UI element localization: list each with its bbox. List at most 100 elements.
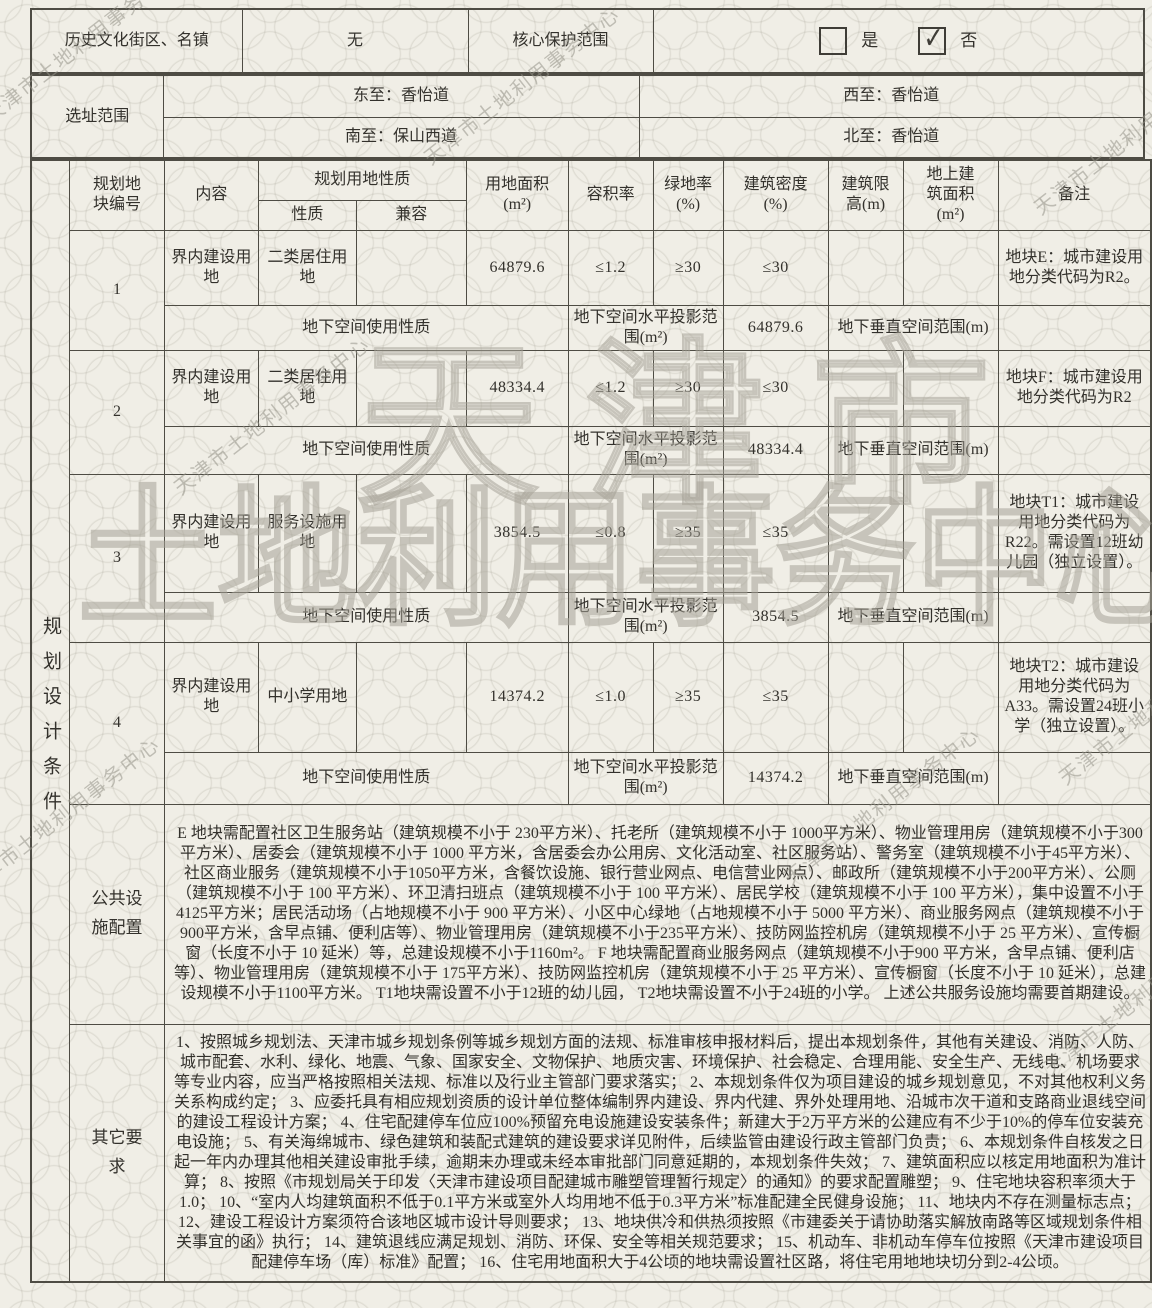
- header-area: 用地面积(m²): [465, 159, 569, 231]
- other-requirements-row: 其它要求 1、按照城乡规划法、天津市城乡规划条例等城乡规划方面的法规、标准审核申…: [31, 1023, 1152, 1283]
- block-density: ≤35: [722, 473, 829, 593]
- underground-horizontal-value: 3854.5: [722, 591, 829, 643]
- block-far: ≤1.0: [567, 641, 654, 753]
- block-area: 64879.6: [465, 229, 569, 306]
- block-far: ≤0.8: [567, 473, 654, 593]
- underground-horizontal-label: 地下空间水平投影范围(m²): [567, 304, 724, 351]
- block-density: ≤35: [722, 641, 829, 753]
- checkbox-no-label: 否: [960, 31, 978, 51]
- underground-vertical-label: 地下垂直空间范围(m): [827, 304, 999, 351]
- block-green: ≥30: [652, 229, 724, 306]
- underground-horizontal-value: 64879.6: [722, 304, 829, 351]
- block-4-underground-row: 地下空间使用性质 地下空间水平投影范围(m²) 14374.2 地下垂直空间范围…: [31, 751, 1152, 805]
- block-above-area: [902, 229, 999, 306]
- block-content: 界内建设用地: [163, 229, 259, 306]
- other-requirements-label: 其它要求: [68, 1023, 165, 1283]
- header-above-area: 地上建筑面积(m²): [902, 159, 999, 231]
- checkbox-yes[interactable]: [819, 27, 848, 55]
- header-density: 建筑密度(%): [722, 159, 829, 231]
- site-range-south: 南至：保山西道: [162, 116, 640, 159]
- header-content: 内容: [163, 159, 259, 231]
- side-label: 规划设计条件: [39, 616, 61, 826]
- side-label-cell: 规划设计条件: [30, 159, 70, 1283]
- underground-vertical-label: 地下垂直空间范围(m): [827, 425, 999, 475]
- block-content: 界内建设用地: [163, 641, 259, 753]
- heritage-value: 无: [241, 8, 469, 74]
- public-facilities-row: 公共设施配置 E 地块需配置社区卫生服务站（建筑规模不小于 230平方米）、托老…: [31, 803, 1152, 1025]
- public-facilities-label: 公共设施配置: [68, 803, 165, 1025]
- site-range-north: 北至：香怡道: [638, 116, 1145, 159]
- block-compatible: [355, 229, 467, 306]
- core-protection-checkboxes: 是 ✓ 否: [652, 8, 1145, 74]
- block-2-main-row: 2 界内建设用地 二类居住用地 48334.4 ≤1.2 ≥30 ≤30 地块F…: [31, 349, 1152, 475]
- block-no: 3: [68, 473, 165, 643]
- header-remark: 备注: [997, 159, 1152, 231]
- block-compatible: [355, 641, 467, 753]
- planning-conditions-table: 规划设计条件 规划地块编号 内容 规划用地性质 用地面积(m²) 容积率 绿地率…: [30, 159, 1152, 1283]
- public-facilities-text: E 地块需配置社区卫生服务站（建筑规模不小于 230平方米）、托老所（建筑规模不…: [163, 803, 1152, 1025]
- underground-usage-label: 地下空间使用性质: [163, 425, 569, 475]
- check-icon: ✓: [923, 21, 944, 56]
- underground-remark-empty: [997, 591, 1152, 643]
- block-nature: 服务设施用地: [257, 473, 357, 593]
- block-compatible: [355, 349, 467, 427]
- block-1-underground-row: 地下空间使用性质 地下空间水平投影范围(m²) 64879.6 地下垂直空间范围…: [31, 304, 1152, 351]
- heritage-label: 历史文化街区、名镇: [30, 8, 243, 74]
- block-area: 14374.2: [465, 641, 569, 753]
- block-green: ≥35: [652, 473, 724, 593]
- block-nature: 二类居住用地: [257, 229, 357, 306]
- underground-horizontal-label: 地下空间水平投影范围(m²): [567, 425, 724, 475]
- block-area: 3854.5: [465, 473, 569, 593]
- block-height-limit: [827, 349, 904, 427]
- block-3-underground-row: 地下空间使用性质 地下空间水平投影范围(m²) 3854.5 地下垂直空间范围(…: [31, 591, 1152, 643]
- header-row-1: 规划设计条件 规划地块编号 内容 规划用地性质 用地面积(m²) 容积率 绿地率…: [30, 159, 1152, 1283]
- header-green-rate: 绿地率(%): [652, 159, 724, 231]
- block-far: ≤1.2: [567, 229, 654, 306]
- block-remark: 地块T2：城市建设用地分类代码为A33。需设置24班小学（独立设置）。: [997, 641, 1152, 753]
- block-green: ≥30: [652, 349, 724, 427]
- block-height-limit: [827, 229, 904, 306]
- site-range-table: 选址范围 东至：香怡道 西至：香怡道 南至：保山西道 北至：香怡道: [30, 74, 1145, 159]
- block-content: 界内建设用地: [163, 349, 259, 427]
- block-no: 4: [68, 641, 165, 805]
- header-far: 容积率: [567, 159, 654, 231]
- block-above-area: [902, 349, 999, 427]
- block-above-area: [902, 473, 999, 593]
- checkbox-no[interactable]: ✓: [918, 21, 947, 56]
- block-far: ≤1.2: [567, 349, 654, 427]
- block-height-limit: [827, 641, 904, 753]
- core-protection-label: 核心保护范围: [467, 8, 654, 74]
- underground-remark-empty: [997, 751, 1152, 805]
- block-green: ≥35: [652, 641, 724, 753]
- header-block-no: 规划地块编号: [68, 159, 165, 231]
- underground-horizontal-label: 地下空间水平投影范围(m²): [567, 751, 724, 805]
- block-nature: 二类居住用地: [257, 349, 357, 427]
- other-requirements-text: 1、按照城乡规划法、天津市城乡规划条例等城乡规划方面的法规、标准审核申报材料后，…: [163, 1023, 1152, 1283]
- block-area: 48334.4: [465, 349, 569, 427]
- site-range-label: 选址范围: [30, 74, 164, 159]
- underground-vertical-label: 地下垂直空间范围(m): [827, 591, 999, 643]
- block-3-main-row: 3 界内建设用地 服务设施用地 3854.5 ≤0.8 ≥35 ≤35 地块T1…: [31, 473, 1152, 643]
- heritage-table: 历史文化街区、名镇 无 核心保护范围 是 ✓ 否: [30, 8, 1145, 74]
- header-height-limit: 建筑限高(m): [827, 159, 904, 231]
- header-land-use: 规划用地性质: [257, 159, 467, 201]
- underground-usage-label: 地下空间使用性质: [163, 304, 569, 351]
- underground-vertical-label: 地下垂直空间范围(m): [827, 751, 999, 805]
- block-density: ≤30: [722, 229, 829, 306]
- header-compatible: 兼容: [355, 199, 467, 231]
- underground-horizontal-value: 14374.2: [722, 751, 829, 805]
- underground-usage-label: 地下空间使用性质: [163, 751, 569, 805]
- block-nature: 中小学用地: [257, 641, 357, 753]
- header-row-2: 性质 兼容: [31, 199, 1151, 231]
- site-range-east: 东至：香怡道: [162, 74, 640, 118]
- block-remark: 地块T1：城市建设用地分类代码为R22。需设置12班幼儿园（独立设置）。: [997, 473, 1152, 593]
- underground-horizontal-value: 48334.4: [722, 425, 829, 475]
- block-compatible: [355, 473, 467, 593]
- block-no: 1: [68, 229, 165, 351]
- underground-horizontal-label: 地下空间水平投影范围(m²): [567, 591, 724, 643]
- block-2-underground-row: 地下空间使用性质 地下空间水平投影范围(m²) 48334.4 地下垂直空间范围…: [31, 425, 1152, 475]
- header-nature: 性质: [257, 199, 357, 231]
- block-no: 2: [68, 349, 165, 475]
- checkbox-yes-label: 是: [861, 31, 879, 51]
